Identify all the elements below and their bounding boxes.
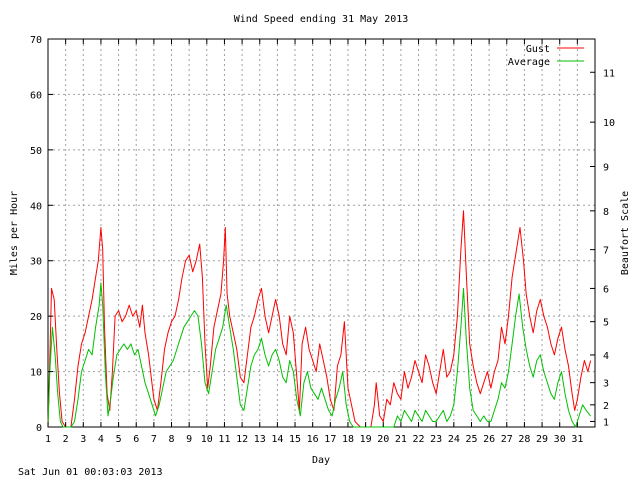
x-tick-label: 14 — [271, 434, 283, 445]
y2-axis-label: Beaufort Scale — [620, 191, 631, 275]
x-tick-label: 12 — [236, 434, 248, 445]
x-tick-label: 6 — [133, 434, 139, 445]
x-tick-label: 1 — [45, 434, 51, 445]
x-tick-label: 11 — [218, 434, 230, 445]
y-tick-label: 40 — [30, 201, 42, 212]
x-tick-label: 19 — [360, 434, 372, 445]
grid-lines — [48, 39, 595, 427]
beaufort-tick-label: 6 — [603, 284, 609, 295]
x-tick-label: 5 — [116, 434, 122, 445]
x-tick-label: 17 — [324, 434, 336, 445]
beaufort-tick-label: 4 — [603, 351, 609, 362]
y-axis-label: Miles per Hour — [9, 191, 20, 275]
series-line-gust — [47, 210, 592, 428]
x-tick-label: 9 — [186, 434, 192, 445]
beaufort-tick-label: 7 — [603, 246, 609, 257]
legend-label-gust: Gust — [526, 44, 550, 55]
x-tick-label: 16 — [307, 434, 319, 445]
x-tick-label: 24 — [448, 434, 460, 445]
y-tick-label: 0 — [36, 423, 42, 434]
legend-label-average: Average — [508, 57, 550, 68]
x-tick-label: 13 — [254, 434, 266, 445]
x-tick-label: 10 — [201, 434, 213, 445]
x-tick-label: 18 — [342, 434, 354, 445]
x-tick-label: 23 — [430, 434, 442, 445]
x-tick-label: 3 — [80, 434, 86, 445]
beaufort-tick-label: 10 — [603, 118, 615, 129]
beaufort-tick-label: 2 — [603, 401, 609, 412]
x-tick-label: 30 — [554, 434, 566, 445]
beaufort-tick-label: 1 — [603, 417, 609, 428]
x-tick-label: 4 — [98, 434, 104, 445]
x-tick-label: 25 — [465, 434, 477, 445]
chart-title: Wind Speed ending 31 May 2013 — [234, 14, 409, 25]
beaufort-tick-label: 5 — [603, 318, 609, 329]
x-tick-label: 28 — [518, 434, 530, 445]
axis-ticks: 1 2 3 4 5 6 7 8 9 10 11 12 13 14 15 16 17 18 19 20 21 22 23 24 2… — [30, 35, 615, 445]
y-tick-label: 20 — [30, 312, 42, 323]
beaufort-tick-label: 8 — [603, 207, 609, 218]
x-axis-label: Day — [312, 455, 330, 466]
x-tick-label: 15 — [289, 434, 301, 445]
x-tick-label: 20 — [377, 434, 389, 445]
y-tick-label: 50 — [30, 146, 42, 157]
x-tick-label: 22 — [413, 434, 425, 445]
series-layer — [47, 210, 592, 428]
y-tick-label: 60 — [30, 90, 42, 101]
y-tick-label: 10 — [30, 368, 42, 379]
y-tick-label: 30 — [30, 257, 42, 268]
y-tick-label: 70 — [30, 35, 42, 46]
x-tick-label: 2 — [63, 434, 69, 445]
beaufort-tick-label: 3 — [603, 379, 609, 390]
x-tick-label: 26 — [483, 434, 495, 445]
plot-frame — [47, 38, 596, 428]
x-tick-label: 21 — [395, 434, 407, 445]
beaufort-tick-label: 11 — [603, 68, 615, 79]
legend: Gust Average — [508, 44, 584, 68]
x-tick-label: 29 — [536, 434, 548, 445]
x-tick-label: 8 — [169, 434, 175, 445]
x-tick-label: 27 — [501, 434, 513, 445]
beaufort-tick-label: 9 — [603, 162, 609, 173]
x-tick-label: 7 — [151, 434, 157, 445]
timestamp: Sat Jun 01 00:03:03 2013 — [18, 467, 163, 478]
series-line-average — [47, 282, 591, 428]
x-tick-label: 31 — [571, 434, 583, 445]
